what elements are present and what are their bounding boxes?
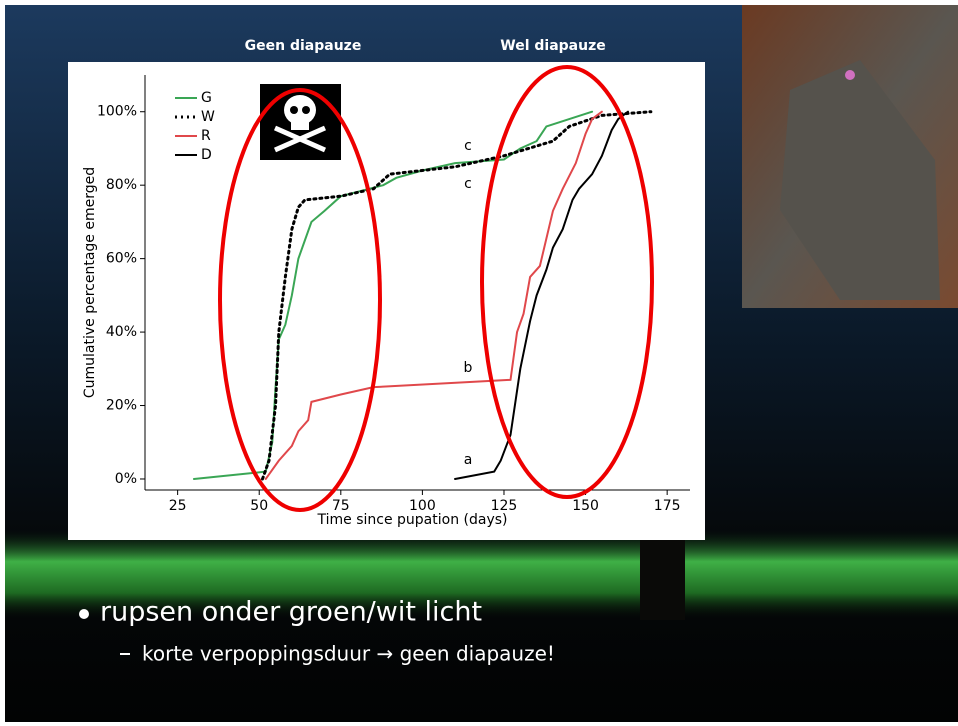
column-label: Wel diapauze (500, 38, 605, 54)
legend-label: G (201, 90, 212, 106)
annotation: b (464, 360, 473, 376)
annotation: a (464, 452, 473, 468)
x-axis-label: Time since pupation (days) (317, 512, 508, 528)
x-tick-label: 150 (572, 498, 599, 514)
x-tick-label: 125 (491, 498, 518, 514)
eye (302, 106, 310, 114)
x-tick-label: 50 (250, 498, 268, 514)
chart-panel (68, 62, 705, 540)
x-tick-label: 100 (409, 498, 436, 514)
series-line (260, 110, 653, 481)
moth-body (780, 60, 940, 300)
sub-dash (120, 653, 130, 655)
y-tick-label: 40% (106, 324, 137, 340)
bullet: rupsen onder groen/wit licht (100, 597, 482, 628)
x-tick-label: 75 (332, 498, 350, 514)
chart: 0% 20% 40% 60% 80% 100% 25 50 75 100 125 150 175 Time… (82, 75, 690, 528)
highlight-ellipse (480, 65, 654, 499)
series-line (264, 110, 603, 480)
jaw (291, 118, 309, 130)
bone (273, 125, 327, 153)
column-label: Geen diapauze (245, 38, 362, 54)
bullet-dot (79, 609, 89, 619)
grass (5, 530, 958, 620)
y-tick-label: 60% (106, 251, 137, 267)
y-tick-label: 80% (106, 177, 137, 193)
eye (290, 106, 298, 114)
skull-icon (260, 84, 341, 160)
y-tick-label: 0% (115, 471, 137, 487)
highlight-ellipse (218, 88, 382, 512)
y-axis-label: Cumulative percentage emerged (82, 167, 98, 398)
legend-label: W (201, 109, 215, 125)
moth-eye (845, 70, 855, 80)
series-line (454, 110, 629, 480)
legend-label: R (201, 128, 211, 144)
x-tick-label: 175 (654, 498, 681, 514)
skull (284, 95, 316, 125)
annotation: c (464, 176, 472, 192)
legend-label: D (201, 147, 212, 163)
x-tick-label: 25 (169, 498, 187, 514)
y-tick-label: 20% (106, 398, 137, 414)
annotation: c (464, 138, 472, 154)
y-tick-label: 100% (97, 104, 137, 120)
sub-bullet: korte verpoppingsduur → geen diapauze! (142, 642, 555, 666)
